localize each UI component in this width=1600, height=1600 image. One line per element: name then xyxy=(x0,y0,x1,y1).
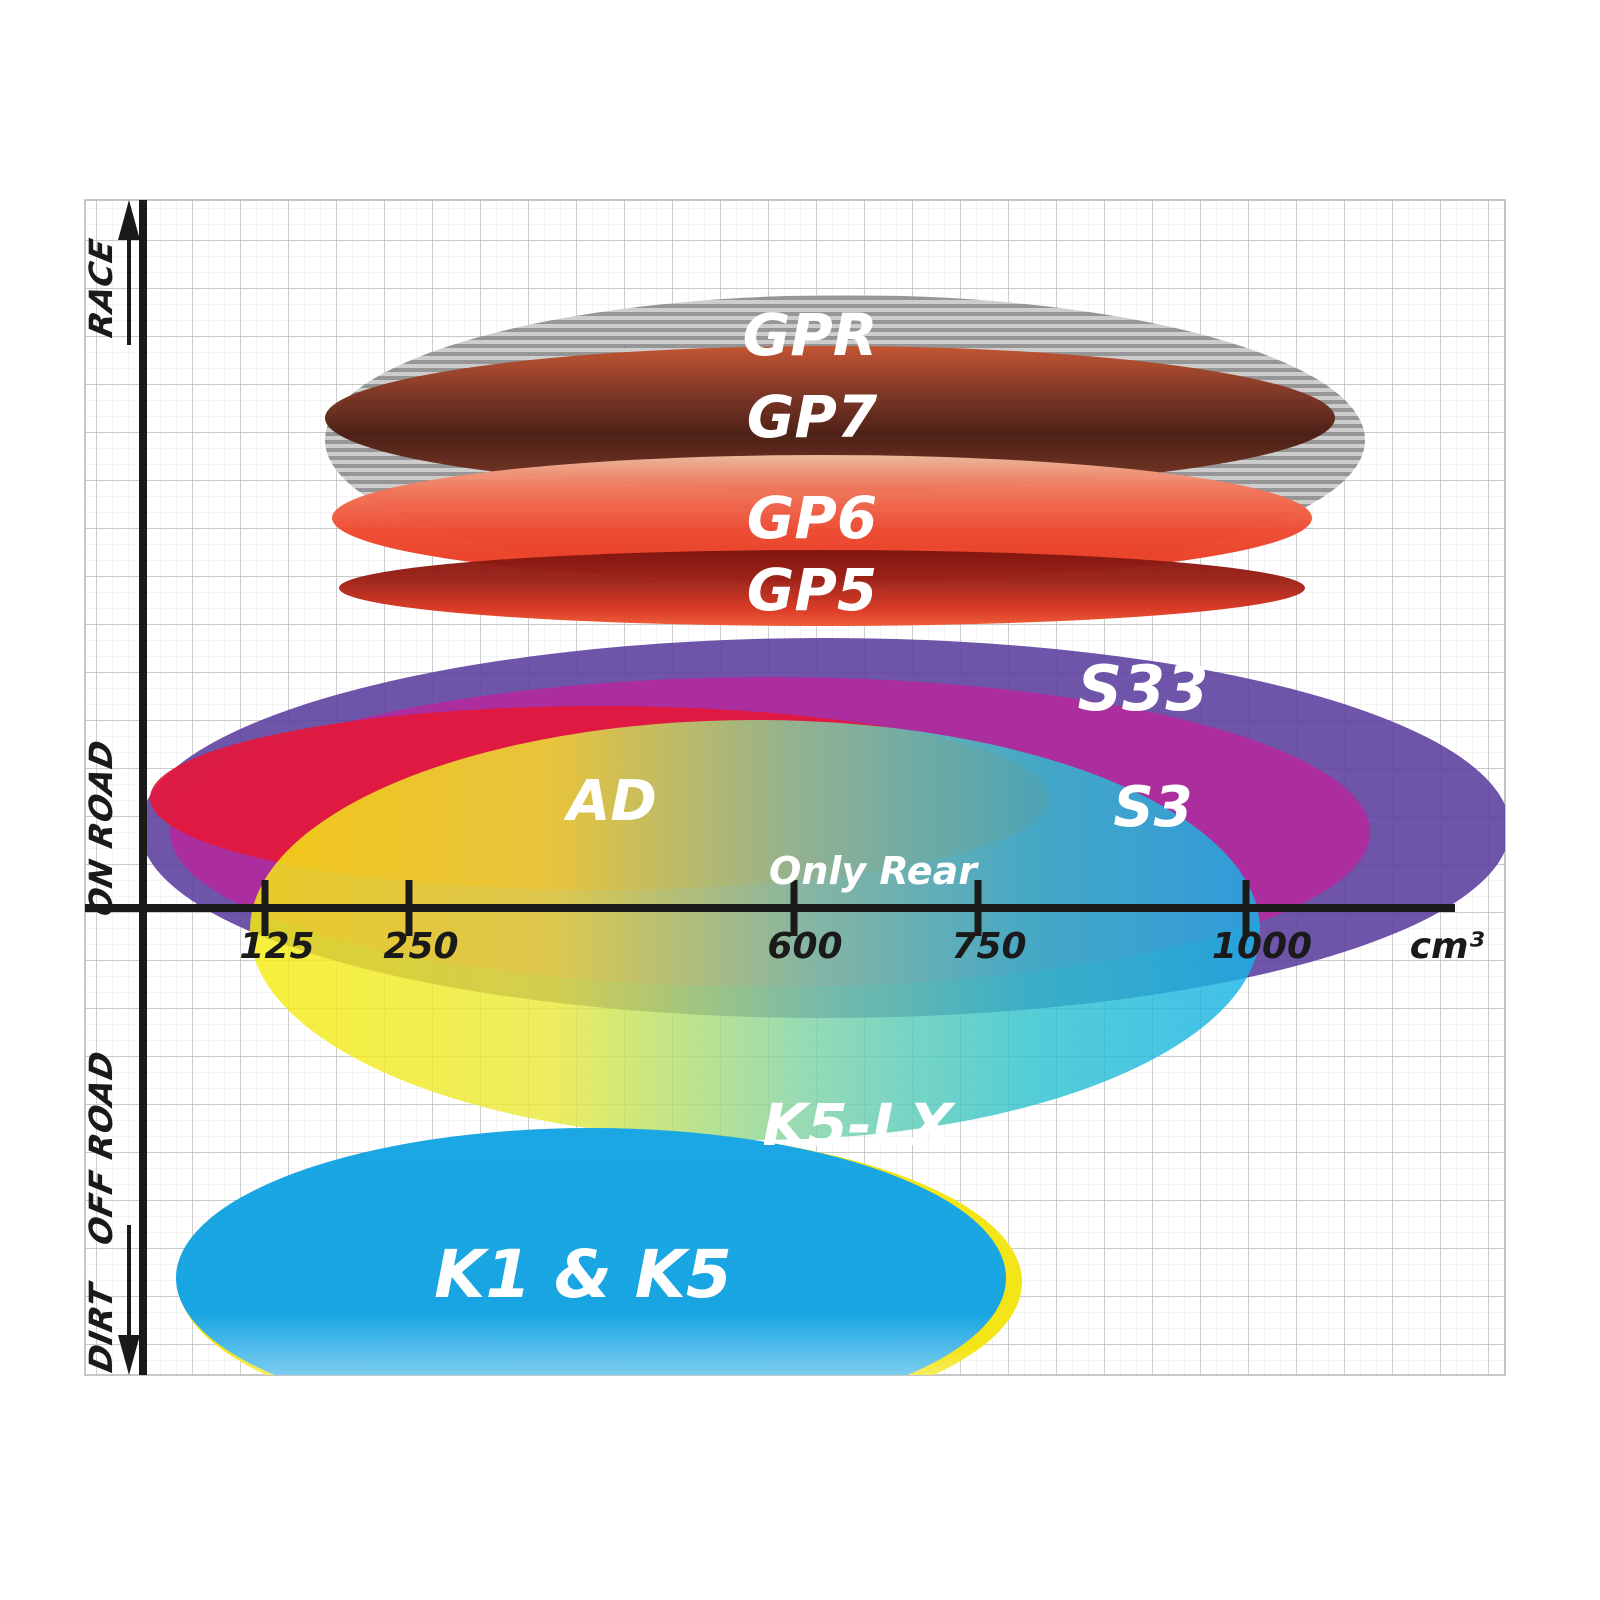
x-tick-label-750: 750 xyxy=(951,926,1026,967)
series-label-ad: AD xyxy=(563,769,657,834)
x-axis-unit-label: cm³ xyxy=(1410,926,1485,967)
series-label-gpr: GPR xyxy=(743,301,878,369)
series-labels-group: GPR GP7 GP6 GP5 S33 S3 AD Only Rear K5-L… xyxy=(434,301,1208,1313)
series-label-gp5: GP5 xyxy=(747,556,877,624)
y-axis-region-labels: RACE ON ROAD OFF ROAD DIRT xyxy=(82,200,140,1375)
series-ellipses-group xyxy=(140,295,1505,1434)
x-axis-ticks xyxy=(261,880,1250,936)
x-tick-label-600: 600 xyxy=(767,926,842,967)
x-axis-tick-labels: 125 250 600 750 1000 cm³ xyxy=(239,926,1484,967)
series-label-k1k5: K1 & K5 xyxy=(434,1236,732,1313)
x-tick-label-250: 250 xyxy=(383,926,458,967)
x-tick-label-1000: 1000 xyxy=(1212,926,1312,967)
series-ellipse-gp5[interactable] xyxy=(339,550,1305,626)
series-label-s3: S3 xyxy=(1113,775,1192,840)
series-label-only-rear: Only Rear xyxy=(769,849,979,893)
dirt-down-arrow-icon xyxy=(118,1225,140,1375)
race-up-arrow-icon xyxy=(118,200,140,345)
series-ellipse-k1k5[interactable] xyxy=(176,1128,1022,1434)
series-label-gp6: GP6 xyxy=(747,484,877,552)
series-ellipse-k5lx[interactable] xyxy=(250,720,1260,1140)
x-tick-label-125: 125 xyxy=(239,926,314,967)
chart-axes xyxy=(85,200,1455,1375)
y-region-label-dirt: DIRT xyxy=(82,1278,120,1375)
y-region-label-off-road: OFF ROAD xyxy=(82,1047,120,1248)
series-label-s33: S33 xyxy=(1078,652,1209,725)
y-region-label-on-road: ON ROAD xyxy=(82,736,120,919)
series-ellipse-gp7[interactable] xyxy=(325,346,1335,490)
series-label-gp7: GP7 xyxy=(747,383,878,451)
series-label-k5lx: K5-LX xyxy=(762,1091,956,1159)
series-ellipse-gp6[interactable] xyxy=(332,455,1312,581)
y-region-label-race: RACE xyxy=(82,235,120,341)
